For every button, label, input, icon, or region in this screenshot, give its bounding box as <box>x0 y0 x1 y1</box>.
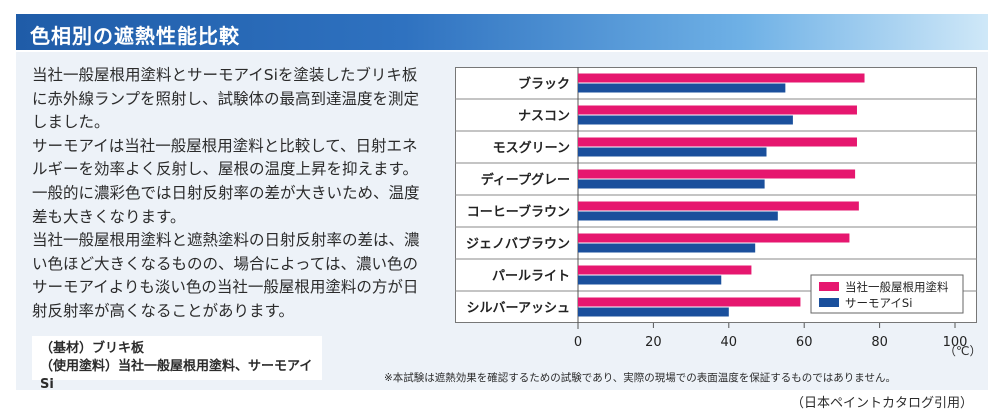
category-label: ナスコン <box>518 109 570 124</box>
category-label: ジェノバブラウン <box>466 236 570 252</box>
description-paragraph-3: 当社一般屋根用塗料と遮熱塗料の日射反射率の差は、濃い色ほど大きくなるものの、場合… <box>32 231 420 320</box>
description-paragraph-2: サーモアイは当社一般屋根用塗料と比較して、日射エネルギーを効率よく反射し、屋根の… <box>32 136 420 226</box>
disclaimer: ※本試験は遮熱効果を確認するための試験であり、実際の現場での表面温度を保証するも… <box>384 372 896 384</box>
bar-thermo-eye-6 <box>578 275 722 285</box>
x-axis-unit: （℃） <box>944 344 982 358</box>
bar-standard-paint-1 <box>578 105 857 115</box>
category-label: ブラック <box>518 76 570 92</box>
category-label: パールライト <box>492 269 570 284</box>
x-tick-label: 0 <box>574 335 582 350</box>
bar-thermo-eye-7 <box>578 307 729 317</box>
bar-thermo-eye-4 <box>578 211 778 221</box>
description-paragraph-1: 当社一般屋根用塗料とサーモアイSiを塗装したブリキ板に赤外線ランプを照射し、試験… <box>32 66 420 132</box>
x-tick-label: 80 <box>871 335 888 350</box>
legend-swatch <box>819 298 839 307</box>
source-note: （日本ペイントカタログ引用） <box>791 396 974 411</box>
x-tick-label: 20 <box>645 335 662 350</box>
bar-thermo-eye-2 <box>578 147 767 157</box>
base-info-box: （基材）ブリキ板 （使用塗料）当社一般屋根用塗料、サーモアイSi <box>32 336 322 392</box>
bar-thermo-eye-1 <box>578 115 793 125</box>
bar-thermo-eye-5 <box>578 243 756 253</box>
legend-label: サーモアイSi <box>845 296 912 310</box>
category-label: ディープグレー <box>481 172 570 188</box>
legend-swatch <box>819 282 839 291</box>
section-header: 色相別の遮熱性能比較 <box>16 14 988 50</box>
bar-thermo-eye-3 <box>578 179 765 189</box>
bar-standard-paint-0 <box>578 73 865 83</box>
bar-standard-paint-5 <box>578 233 850 243</box>
bar-standard-paint-6 <box>578 265 752 275</box>
description: 当社一般屋根用塗料とサーモアイSiを塗装したブリキ板に赤外線ランプを照射し、試験… <box>32 64 432 324</box>
substrate-label: （基材）ブリキ板 <box>40 341 145 356</box>
x-tick-label: 60 <box>796 335 813 350</box>
section-title: 色相別の遮熱性能比較 <box>30 24 240 48</box>
category-label: コーヒーブラウン <box>467 204 570 220</box>
bar-standard-paint-4 <box>578 201 859 211</box>
category-label: モスグリーン <box>493 140 570 156</box>
legend-label: 当社一般屋根用塗料 <box>845 280 949 294</box>
category-label: シルバーアッシュ <box>467 301 570 316</box>
bar-standard-paint-7 <box>578 297 801 307</box>
bar-standard-paint-2 <box>578 137 857 147</box>
x-tick-label: 100 <box>943 335 968 350</box>
bar-standard-paint-3 <box>578 169 856 179</box>
bar-thermo-eye-0 <box>578 83 786 93</box>
x-tick-label: 40 <box>721 335 738 350</box>
paint-label: （使用塗料）当社一般屋根用塗料、サーモアイSi <box>40 359 313 392</box>
temperature-bar-chart: ブラックナスコンモスグリーンディープグレーコーヒーブラウンジェノバブラウンパール… <box>455 67 977 350</box>
